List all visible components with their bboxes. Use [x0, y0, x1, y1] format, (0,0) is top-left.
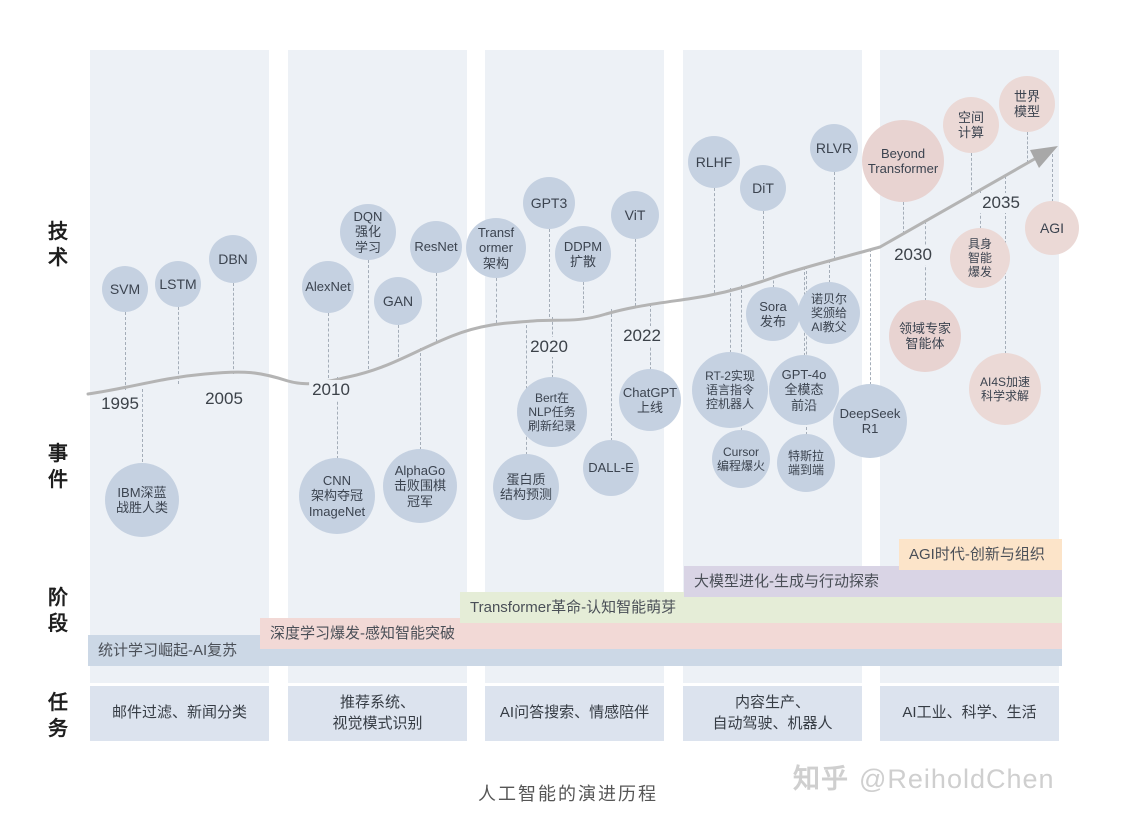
dash-line: [834, 172, 835, 259]
node-dbn: DBN: [209, 235, 257, 283]
node-beyond-transformer: Beyond Transformer: [862, 120, 944, 202]
dash-line: [583, 282, 584, 313]
dash-line: [496, 278, 497, 323]
dash-line: [1027, 132, 1028, 163]
year-label-2020: 2020: [527, 337, 571, 357]
node-rt2-robot: RT-2实现 语言指令 控机器人: [692, 352, 768, 428]
dash-line: [398, 325, 399, 357]
dash-line: [549, 229, 550, 317]
node-vit: ViT: [611, 191, 659, 239]
node-gpt4o: GPT-4o 全模态 前沿: [769, 355, 839, 425]
diagram-title: 人工智能的演进历程: [478, 784, 658, 804]
dash-line: [714, 188, 715, 293]
node-chatgpt: ChatGPT 上线: [619, 369, 681, 431]
dash-line: [763, 211, 764, 279]
node-ddpm: DDPM 扩散: [555, 226, 611, 282]
dash-line: [337, 377, 338, 459]
node-deepseek-r1: DeepSeek R1: [833, 384, 907, 458]
stage-band-stage-5: AGI时代-创新与组织: [899, 539, 1062, 570]
task-box-1: 邮件过滤、新闻分类: [90, 686, 269, 741]
node-lstm: LSTM: [155, 261, 201, 307]
node-spatial-computing: 空间 计算: [943, 97, 999, 153]
axis-label-event: 事 件: [48, 443, 68, 491]
node-ai4s: AI4S加速 科学求解: [969, 353, 1041, 425]
task-box-2: 推荐系统、 视觉模式识别: [288, 686, 467, 741]
dash-line: [233, 283, 234, 374]
node-rlhf: RLHF: [688, 136, 740, 188]
node-nobel-ai: 诺贝尔 奖颁给 AI教父: [798, 282, 860, 344]
dash-line: [903, 202, 904, 234]
node-world-model: 世界 模型: [999, 76, 1055, 132]
year-label-2022: 2022: [620, 326, 664, 346]
dash-line: [420, 348, 421, 450]
year-label-2035: 2035: [979, 193, 1023, 213]
task-box-4: 内容生产、 自动驾驶、机器人: [683, 686, 862, 741]
node-dit: DiT: [740, 165, 786, 211]
dash-line: [142, 389, 143, 462]
node-svm: SVM: [102, 266, 148, 312]
dash-line: [328, 313, 329, 378]
axis-label-tech: 技 术: [48, 221, 68, 269]
zhihu-brand-text: 知乎: [793, 764, 849, 794]
watermark: 知乎 @ReiholdChen: [793, 757, 1055, 796]
era-column-2: [288, 50, 467, 683]
stage-band-stage-3: Transformer革命-认知智能萌芽: [460, 592, 1062, 623]
node-tesla-e2e: 特斯拉 端到端: [777, 434, 835, 492]
dash-line: [611, 309, 612, 441]
era-column-1: [90, 50, 269, 683]
dash-line: [436, 273, 437, 342]
dash-line: [125, 312, 126, 390]
dash-line: [368, 260, 369, 369]
node-ibm-deepblue: IBM深蓝 战胜人类: [105, 463, 179, 537]
node-dalle: DALL-E: [583, 440, 639, 496]
node-alphago: AlphaGo 击败围棋 冠军: [383, 449, 457, 523]
node-dqn: DQN 强化 学习: [340, 204, 396, 260]
node-transformer: Transf ormer 架构: [466, 218, 526, 278]
task-box-3: AI问答搜索、情感陪伴: [485, 686, 664, 741]
node-gan: GAN: [374, 277, 422, 325]
node-alexnet: AlexNet: [302, 261, 354, 313]
node-resnet: ResNet: [410, 221, 462, 273]
stage-band-stage-4: 大模型进化-生成与行动探索: [684, 566, 1062, 597]
node-gpt3: GPT3: [523, 177, 575, 229]
dash-line: [635, 239, 636, 306]
era-column-3: [485, 50, 664, 683]
node-cursor: Cursor 编程爆火: [712, 430, 770, 488]
node-domain-expert-agent: 领域专家 智能体: [889, 300, 961, 372]
node-cnn-imagenet: CNN 架构夺冠 ImageNet: [299, 458, 375, 534]
axis-label-stage: 阶 段: [48, 587, 68, 635]
node-embodied-ai: 具身 智能 爆发: [950, 228, 1010, 288]
year-label-1995: 1995: [98, 394, 142, 414]
node-rlvr: RLVR: [810, 124, 858, 172]
node-protein: 蛋白质 结构预测: [493, 454, 559, 520]
stage-band-stage-2: 深度学习爆发-感知智能突破: [260, 618, 1062, 649]
dash-line: [829, 260, 830, 283]
node-bert-nlp: Bert在 NLP任务 刷新纪录: [517, 377, 587, 447]
dash-line: [971, 153, 972, 195]
year-label-2005: 2005: [202, 389, 246, 409]
year-label-2030: 2030: [891, 245, 935, 265]
axis-label-task: 任 务: [48, 692, 68, 740]
dash-line: [1052, 149, 1053, 202]
year-label-2010: 2010: [309, 380, 353, 400]
watermark-handle: @ReiholdChen: [859, 764, 1055, 794]
dash-line: [730, 288, 731, 353]
task-box-5: AI工业、科学、生活: [880, 686, 1059, 741]
node-agi: AGI: [1025, 201, 1079, 255]
dash-line: [870, 249, 871, 385]
node-sora: Sora 发布: [746, 287, 800, 341]
dash-line: [178, 307, 179, 384]
